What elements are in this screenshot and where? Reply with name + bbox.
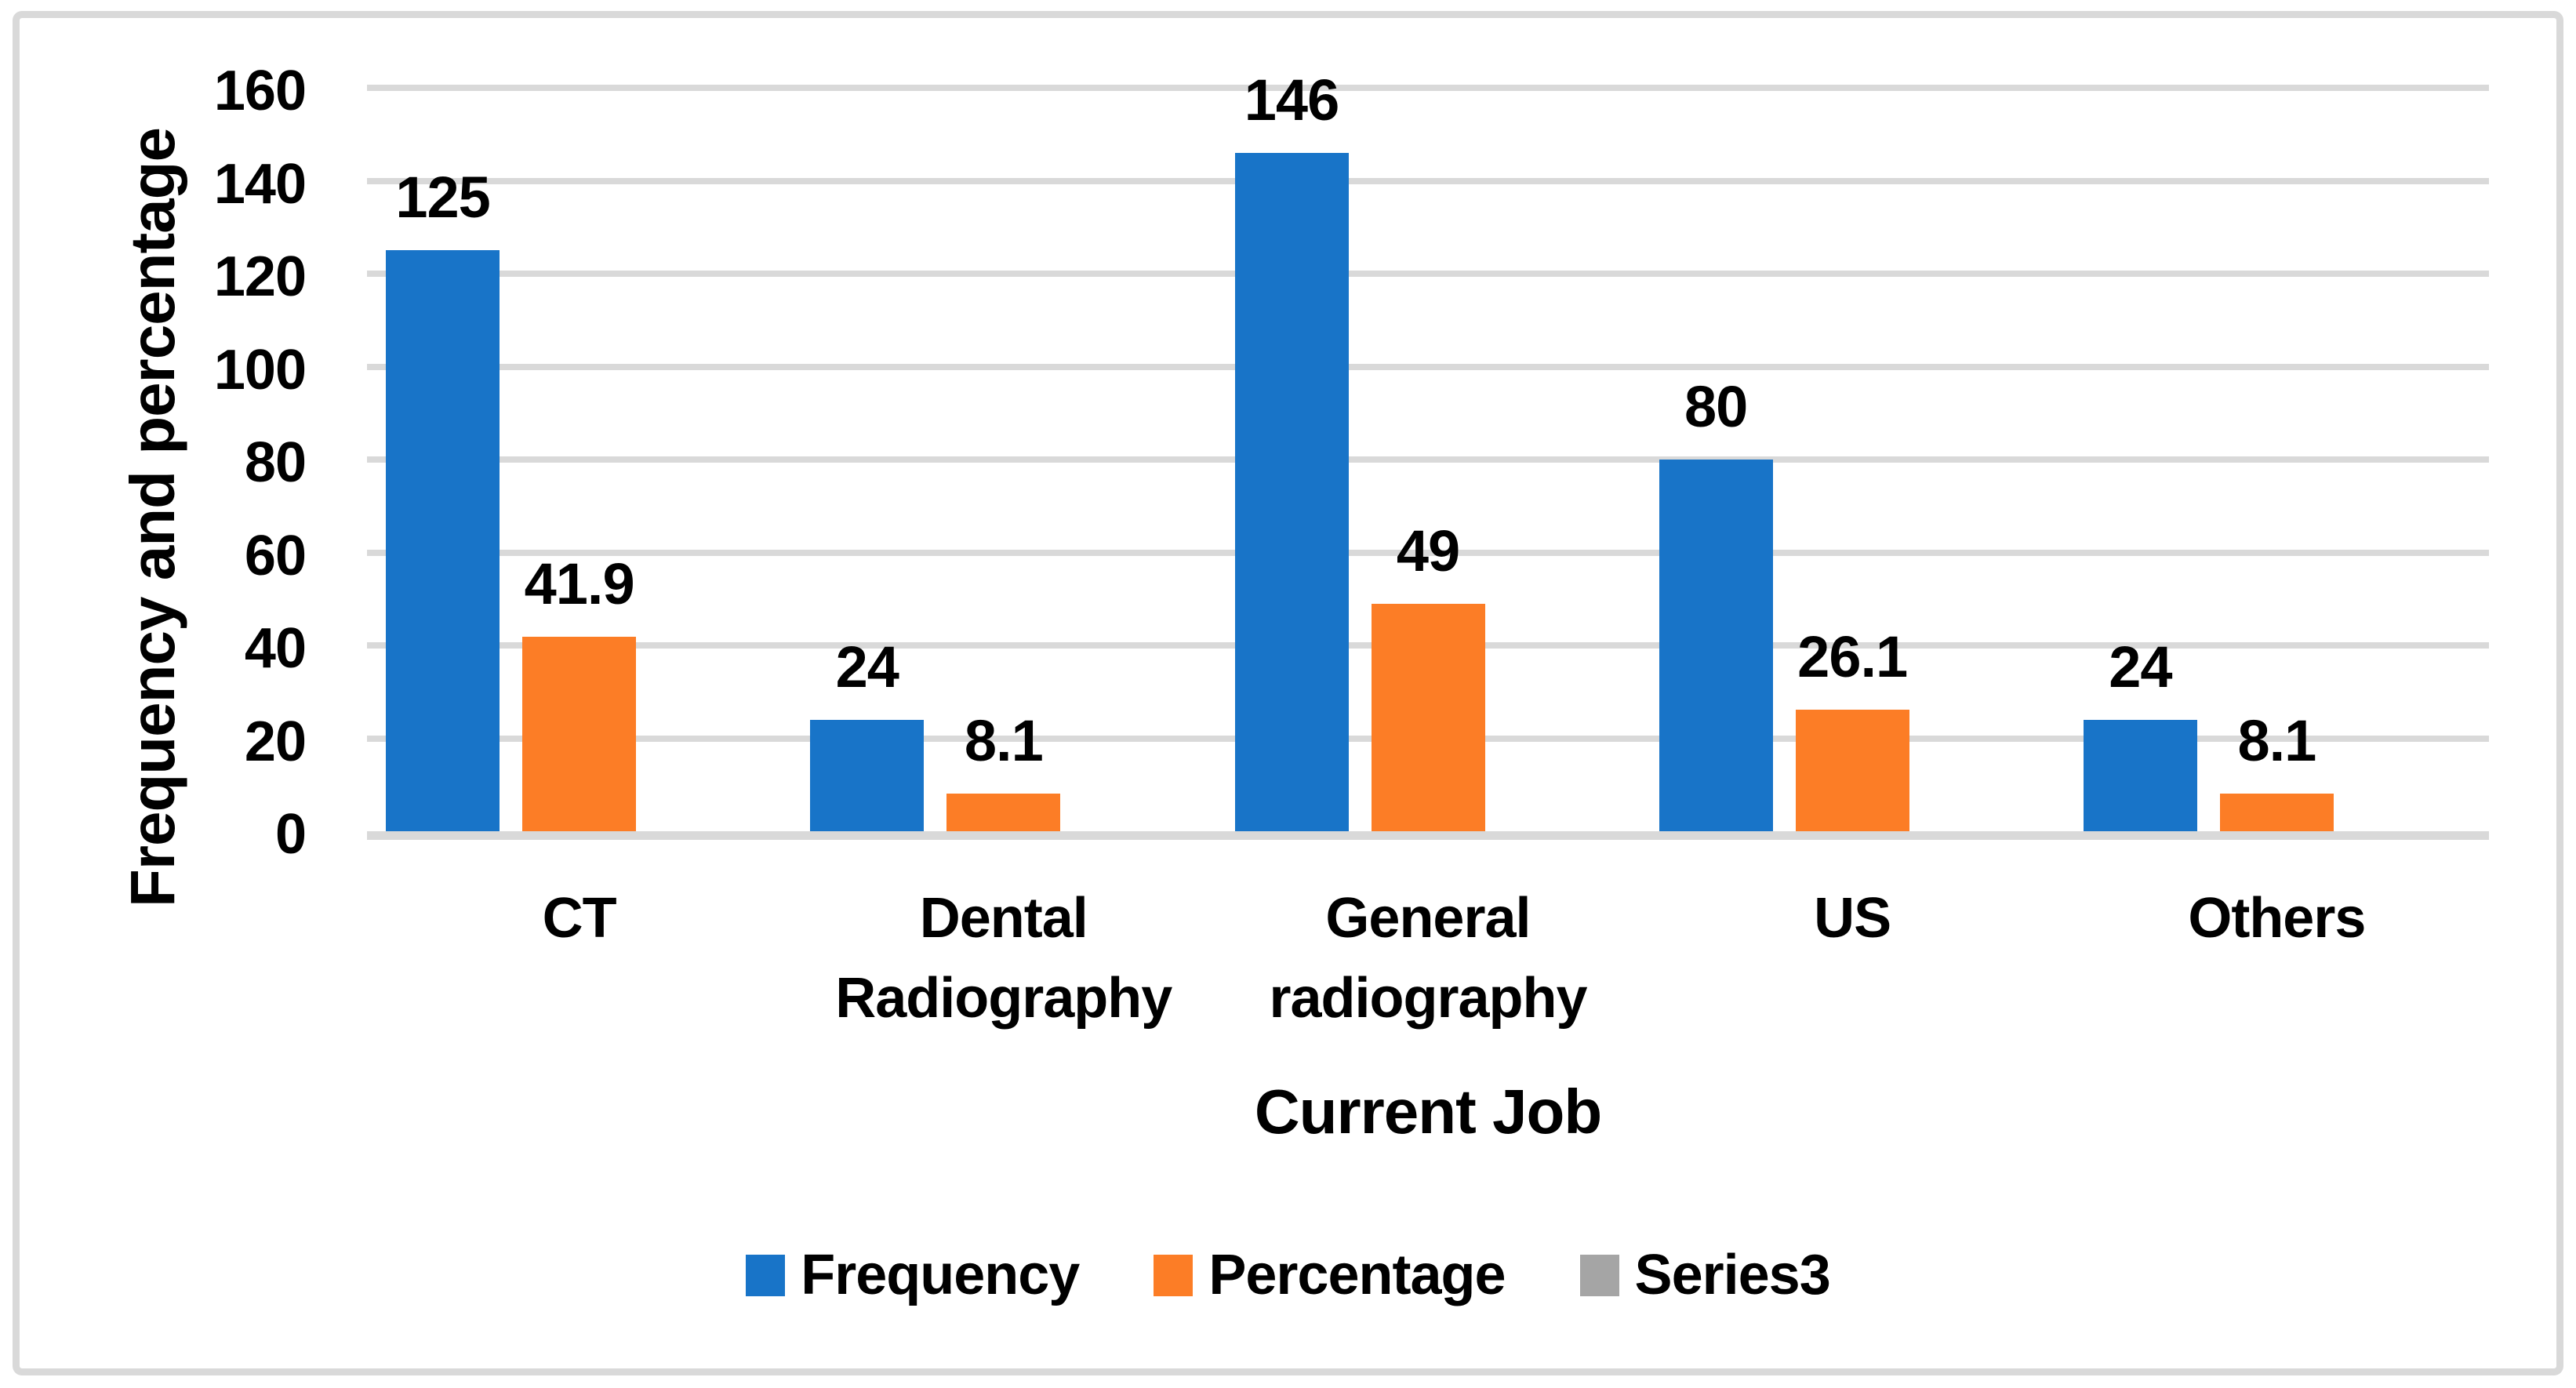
legend-item-percentage: Percentage [1154, 1239, 1506, 1311]
legend: Frequency Percentage Series3 [0, 1236, 2576, 1314]
frequency-bar [386, 250, 500, 831]
y-tick-label: 40 [244, 617, 307, 680]
percentage-bar [2219, 794, 2334, 831]
x-category-label: General radiography [1269, 887, 1587, 1030]
plot-area: 125 41.9 24 8.1 146 49 80 26.1 24 8.1 [367, 67, 2489, 840]
gridline [367, 456, 2489, 463]
x-category-label: Others [2188, 887, 2366, 950]
y-tick-label: 160 [213, 60, 307, 122]
x-category-label: US [1814, 887, 1891, 950]
legend-swatch-icon [1579, 1254, 1619, 1296]
data-label: 8.1 [2237, 708, 2316, 773]
y-tick-label: 60 [244, 524, 307, 587]
gridline [367, 363, 2489, 370]
gridline [367, 177, 2489, 184]
data-label: 8.1 [964, 708, 1044, 773]
gridline [367, 549, 2489, 556]
percentage-bar [1795, 710, 1909, 831]
y-tick-label: 80 [244, 431, 307, 494]
frequency-bar [810, 719, 925, 831]
y-tick-label: 100 [213, 338, 307, 402]
x-axis-line [367, 831, 2489, 840]
percentage-bar [946, 794, 1061, 831]
gridline [367, 271, 2489, 277]
frequency-bar [2083, 719, 2197, 831]
gridline [367, 85, 2489, 91]
legend-swatch-icon [746, 1254, 786, 1296]
data-label: 24 [835, 634, 899, 699]
x-axis-title: Current Job [1254, 1077, 1602, 1146]
y-tick-label: 20 [244, 710, 307, 773]
figure-border [13, 11, 2563, 1375]
y-tick-label: 0 [274, 803, 307, 866]
x-category-label: CT [542, 887, 617, 950]
data-label: 26.1 [1797, 624, 1908, 690]
data-label: 80 [1684, 374, 1748, 439]
data-label: 41.9 [524, 550, 635, 616]
legend-item-frequency: Frequency [746, 1239, 1080, 1311]
x-category-label: Dental Radiography [835, 887, 1172, 1030]
data-label: 146 [1244, 67, 1339, 133]
legend-label: Frequency [801, 1244, 1080, 1306]
percentage-bar [522, 636, 637, 831]
legend-label: Percentage [1208, 1244, 1506, 1306]
data-label: 49 [1396, 518, 1460, 583]
data-label: 24 [2109, 634, 2172, 699]
legend-swatch-icon [1154, 1254, 1194, 1296]
legend-item-series3: Series3 [1579, 1239, 1831, 1311]
y-tick-label: 140 [213, 152, 307, 216]
frequency-bar [1659, 460, 1773, 831]
frequency-bar [1234, 152, 1349, 831]
legend-label: Series3 [1634, 1244, 1831, 1306]
percentage-bar [1371, 603, 1485, 831]
data-label: 125 [395, 165, 490, 231]
y-tick-label: 120 [213, 245, 307, 308]
